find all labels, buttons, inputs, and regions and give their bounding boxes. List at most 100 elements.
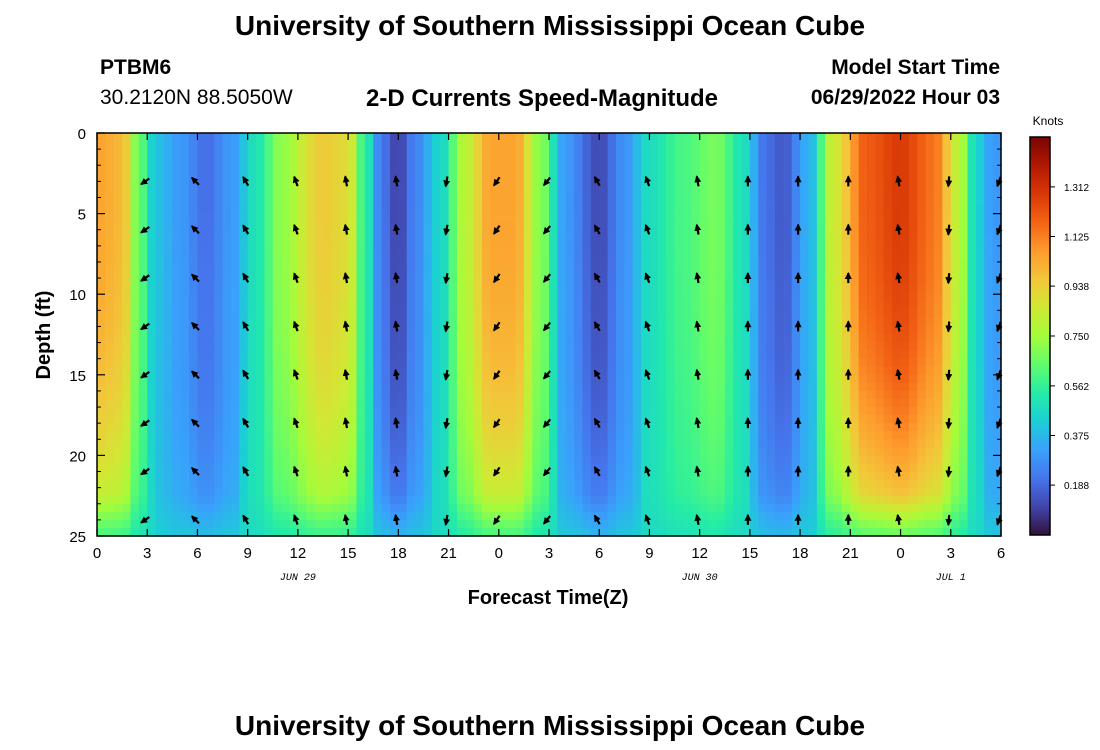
heatmap-cell (682, 342, 692, 352)
heatmap-cell (331, 157, 341, 166)
heatmap-cell (816, 205, 826, 215)
heatmap-cell (733, 471, 743, 481)
heatmap-cell (440, 221, 450, 231)
heatmap-cell (172, 181, 182, 191)
heatmap-cell (97, 455, 106, 465)
heatmap-cell (833, 495, 843, 505)
heatmap-cell (523, 407, 533, 416)
heatmap-cell (314, 431, 324, 440)
heatmap-cell (900, 519, 910, 529)
heatmap-cell (423, 149, 433, 158)
heatmap-cell (113, 310, 123, 319)
heatmap-cell (615, 181, 625, 191)
heatmap-cell (406, 221, 416, 231)
heatmap-cell (649, 463, 659, 473)
heatmap-cell (122, 350, 132, 360)
heatmap-cell (523, 326, 533, 336)
heatmap-cell (423, 181, 433, 191)
heatmap-cell (908, 302, 918, 311)
heatmap-cell (482, 390, 492, 400)
heatmap-cell (448, 181, 458, 191)
heatmap-cell (791, 350, 801, 360)
heatmap-cell (624, 181, 634, 191)
heatmap-cell (733, 390, 743, 400)
heatmap-cell (599, 495, 609, 505)
heatmap-cell (624, 294, 634, 303)
heatmap-cell (490, 342, 500, 352)
heatmap-cell (281, 157, 291, 166)
heatmap-cell (456, 382, 466, 392)
heatmap-cell (122, 270, 132, 279)
heatmap-cell (833, 149, 843, 158)
heatmap-cell (532, 133, 542, 142)
heatmap-cell (917, 463, 927, 473)
heatmap-cell (875, 519, 885, 529)
heatmap-cell (632, 149, 642, 158)
heatmap-cell (607, 133, 617, 142)
heatmap-cell (180, 519, 190, 529)
heatmap-cell (724, 495, 734, 505)
heatmap-cell (364, 407, 374, 416)
heatmap-cell (272, 310, 282, 319)
heatmap-cell (356, 439, 366, 448)
heatmap-cell (147, 165, 157, 174)
heatmap-cell (448, 261, 458, 271)
heatmap-cell (758, 181, 768, 191)
heatmap-cell (163, 358, 173, 368)
heatmap-cell (465, 366, 475, 376)
heatmap-cell (214, 366, 224, 376)
heatmap-cell (314, 310, 324, 319)
heatmap-cell (791, 189, 801, 199)
heatmap-cell (800, 358, 810, 368)
heatmap-cell (549, 350, 558, 360)
heatmap-cell (917, 261, 927, 271)
heatmap-cell (666, 431, 676, 440)
heatmap-cell (122, 471, 132, 481)
heatmap-cell (440, 237, 450, 247)
heatmap-cell (138, 261, 148, 271)
heatmap-cell (565, 245, 575, 255)
heatmap-cell (825, 366, 835, 376)
heatmap-cell (113, 270, 123, 279)
heatmap-cell (691, 358, 701, 368)
heatmap-cell (574, 141, 584, 150)
heatmap-cell (230, 326, 240, 336)
heatmap-cell (364, 415, 374, 424)
heatmap-cell (331, 205, 341, 215)
heatmap-cell (800, 503, 810, 513)
heatmap-cell (749, 197, 759, 207)
heatmap-cell (423, 205, 433, 215)
heatmap-cell (163, 415, 173, 424)
heatmap-cell (708, 157, 718, 166)
heatmap-cell (825, 431, 835, 440)
heatmap-cell (138, 527, 148, 537)
heatmap-cell (867, 487, 877, 497)
heatmap-cell (733, 447, 743, 456)
heatmap-cell (615, 479, 625, 489)
heatmap-cell (256, 221, 266, 231)
heatmap-cell (189, 334, 199, 344)
heatmap-cell (381, 511, 391, 521)
heatmap-cell (306, 423, 316, 432)
heatmap-cell (348, 398, 358, 408)
heatmap-cell (808, 197, 818, 207)
heatmap-cell (97, 229, 106, 239)
heatmap-cell (791, 463, 801, 473)
heatmap-cell (708, 270, 718, 279)
heatmap-cell (189, 133, 199, 142)
heatmap-cell (590, 398, 600, 408)
heatmap-cell (691, 189, 701, 199)
heatmap-cell (641, 165, 651, 174)
heatmap-cell (599, 519, 609, 529)
heatmap-cell (389, 415, 399, 424)
heatmap-cell (138, 245, 148, 255)
heatmap-cell (314, 358, 324, 368)
heatmap-cell (716, 366, 726, 376)
heatmap-cell (331, 374, 341, 384)
heatmap-cell (113, 374, 123, 384)
heatmap-cell (498, 237, 508, 247)
heatmap-cell (297, 439, 307, 448)
heatmap-cell (272, 495, 282, 505)
heatmap-cell (783, 455, 793, 465)
heatmap-cell (214, 261, 224, 271)
